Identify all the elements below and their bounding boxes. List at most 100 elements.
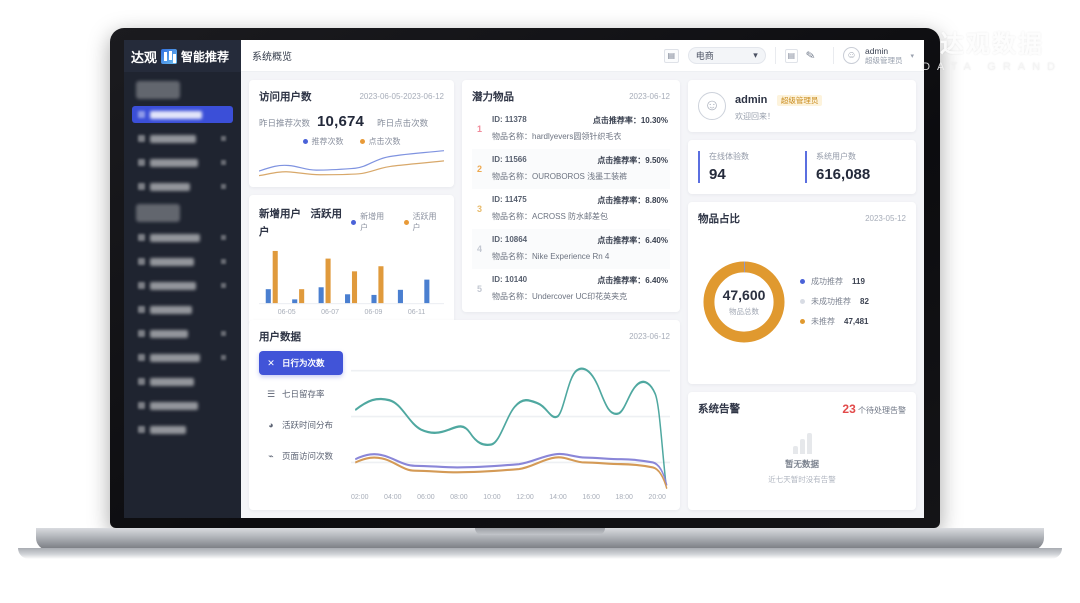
sidebar-item[interactable] xyxy=(132,130,233,147)
grid-icon[interactable]: ▤ xyxy=(663,48,679,63)
item-name: 物品名称：hardlyevers圆领针织毛衣 xyxy=(492,131,622,141)
x-tick: 06-07 xyxy=(321,309,340,317)
active-users-title: 活跃用户 xyxy=(259,208,342,239)
donut-legend-item[interactable]: 未成功推荐 82 xyxy=(800,296,906,307)
item-body: ID: 11378 点击推荐率：10.30% 物品名称：hardlyevers圆领针… xyxy=(492,115,668,144)
item-ratio-card: 物品占比 2023-05-12 47, xyxy=(688,202,916,384)
chevron-icon xyxy=(221,331,226,336)
donut-chart: 47,600 物品总数 xyxy=(698,256,790,348)
item-body: ID: 11566 点击推荐率：9.50% 物品名称：OUROBOROS 浅墨工装裤 xyxy=(492,155,668,184)
sidebar-item-icon xyxy=(138,378,145,385)
left-charts-stack: 访问用户数 2023-06-05-2023-06-12 昨日推荐次数 10,67… xyxy=(249,80,454,326)
bar-new-users xyxy=(397,290,403,304)
doc-icon[interactable]: ▤ xyxy=(784,48,798,63)
list-item[interactable]: 1 ID: 11378 点击推荐率：10.30% 物品名称：hardlyevers圆领… xyxy=(472,109,670,149)
new-active-titles: 新增用户 活跃用户 xyxy=(259,204,351,240)
stat-online-count: 在线体验数 94 xyxy=(698,151,799,183)
item-ratio-header: 物品占比 2023-05-12 xyxy=(698,211,906,226)
chevron-icon xyxy=(221,136,226,141)
legend-label-click: 点击次数 xyxy=(368,137,401,146)
domain-select[interactable]: 电商 ▾ xyxy=(687,47,766,64)
list-item[interactable]: 4 ID: 10864 点击推荐率：6.40% 物品名称：Nike Experienc… xyxy=(472,229,670,269)
item-id: ID: 11566 xyxy=(492,154,527,164)
bar-new-users xyxy=(265,289,271,304)
admin-avatar-icon: ☺ xyxy=(698,92,726,120)
clock-icon: ◕ xyxy=(268,420,274,430)
item-rank: 2 xyxy=(476,164,482,174)
donut-legend-item[interactable]: 成功推荐 119 xyxy=(800,276,906,287)
potential-items-card: 潜力物品 2023-06-12 1 ID: 11378 点击推荐率：10.30% 物品… xyxy=(462,80,680,312)
donut-total-value: 47,600 xyxy=(722,286,766,303)
sidebar-item-label xyxy=(150,182,190,191)
item-ratio-title: 物品占比 xyxy=(698,213,740,225)
legend-item-click[interactable]: 点击次数 xyxy=(359,136,401,147)
list-item[interactable]: 2 ID: 11566 点击推荐率：9.50% 物品名称：OUROBOROS 浅墨工装… xyxy=(472,149,670,189)
sidebar-item[interactable] xyxy=(132,154,233,171)
sidebar-item-icon xyxy=(138,402,145,409)
logo-mark-icon xyxy=(161,48,178,64)
donut-legend-item[interactable]: 未推荐 47,481 xyxy=(800,316,906,327)
sidebar-item-label xyxy=(150,134,196,143)
legend-item-new[interactable]: 新增用户 xyxy=(351,211,391,233)
item-ctr: 点击推荐率：6.40% xyxy=(597,275,668,285)
app-logo[interactable]: 达观 智能推荐 xyxy=(124,40,241,72)
sidebar-item-label xyxy=(150,353,200,362)
tab-shuffle[interactable]: ✕ 日行为次数 xyxy=(259,351,343,375)
topbar-divider-2 xyxy=(832,47,834,64)
x-tick: 18:00 xyxy=(615,494,633,501)
x-tick: 06-09 xyxy=(364,309,383,317)
x-tick: 12:00 xyxy=(516,494,534,501)
list-item[interactable]: 5 ID: 10140 点击推荐率：6.40% 物品名称：Undercover UC印… xyxy=(472,269,670,309)
sidebar-item-label xyxy=(150,281,196,290)
sidebar-item[interactable] xyxy=(132,373,233,390)
app-container: 系统概览 ▤ 电商 ▾ ▤ ✎ ☺ admin 超级管理员 ▾ xyxy=(241,40,924,518)
new-active-users-card: 新增用户 活跃用户 新增用户 xyxy=(249,195,454,326)
sidebar-item[interactable] xyxy=(132,349,233,366)
user-data-tabs: ✕ 日行为次数 ☰ 七日留存率 ◕ 活跃时间分布 ⌁ 页面访问次数 xyxy=(259,351,343,492)
logo-subtitle: 智能推荐 xyxy=(181,49,230,64)
user-data-card: 用户数据 2023-06-12 ✕ 日行为次数 ☰ 七日留存率 ◕ 活跃时间分布 ⌁ 页面访问… xyxy=(249,320,680,510)
visit-users-date-range: 2023-06-05-2023-06-12 xyxy=(359,92,444,101)
sidebar-item[interactable] xyxy=(132,229,233,246)
item-rank: 5 xyxy=(476,284,482,294)
sidebar-group-label xyxy=(136,81,180,99)
sidebar-item[interactable] xyxy=(132,301,233,318)
pen-icon[interactable]: ✎ xyxy=(804,49,817,63)
donut-legend-dot xyxy=(800,279,805,284)
visit-users-card: 访问用户数 2023-06-05-2023-06-12 昨日推荐次数 10,67… xyxy=(249,80,454,188)
alert-count: 23 个待处理告警 xyxy=(842,402,906,416)
item-id: ID: 11378 xyxy=(492,114,527,124)
x-tick: 14:00 xyxy=(549,494,567,501)
metric1-value: 10,674 xyxy=(317,113,365,130)
sidebar-item[interactable] xyxy=(132,106,233,123)
sidebar-item-icon xyxy=(138,234,145,241)
x-tick: 10:00 xyxy=(483,494,501,501)
item-ctr: 点击推荐率：9.50% xyxy=(597,155,668,165)
sidebar-item[interactable] xyxy=(132,421,233,438)
sidebar-item[interactable] xyxy=(132,178,233,195)
sidebar-group-label xyxy=(136,204,180,222)
sidebar-item[interactable] xyxy=(132,253,233,270)
chevron-icon xyxy=(221,283,226,288)
donut-legend-value: 47,481 xyxy=(844,317,869,326)
sidebar-item-icon xyxy=(138,330,145,337)
laptop-foot xyxy=(18,548,1062,559)
legend-item-recommend[interactable]: 推荐次数 xyxy=(302,136,344,147)
admin-welcome-text: 欢迎回来！ xyxy=(735,112,775,121)
legend-item-active[interactable]: 活跃用户 xyxy=(403,211,444,233)
sidebar-item[interactable] xyxy=(132,325,233,342)
tab-chart[interactable]: ⌁ 页面访问次数 xyxy=(259,444,343,468)
stat-value: 616,088 xyxy=(816,166,871,183)
bar-new-users xyxy=(292,299,298,304)
sidebar-item[interactable] xyxy=(132,277,233,294)
tab-clock[interactable]: ◕ 活跃时间分布 xyxy=(259,413,343,437)
new-active-bar-chart xyxy=(259,244,444,309)
user-menu[interactable]: ☺ admin 超级管理员 ▾ xyxy=(842,46,914,65)
list-item[interactable]: 3 ID: 11475 点击推荐率：8.80% 物品名称：ACROSS 防水邮差包 xyxy=(472,189,670,229)
tab-filter[interactable]: ☰ 七日留存率 xyxy=(259,382,343,406)
new-active-header: 新增用户 活跃用户 新增用户 xyxy=(259,204,444,240)
item-name: 物品名称：OUROBOROS 浅墨工装裤 xyxy=(492,171,628,181)
chevron-icon xyxy=(221,160,226,165)
sidebar-item[interactable] xyxy=(132,397,233,414)
